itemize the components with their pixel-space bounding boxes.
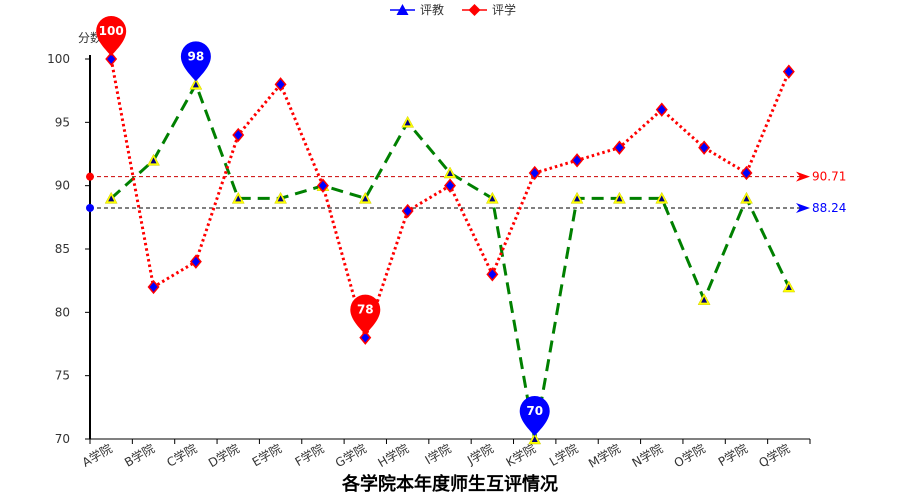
point-triangle-inner <box>743 195 750 202</box>
pin-marker[interactable]: 100 <box>96 16 127 57</box>
x-tick-label: I学院 <box>422 441 453 468</box>
series-lines <box>109 58 791 440</box>
pin-marker[interactable]: 98 <box>180 41 211 82</box>
x-tick-label: H学院 <box>375 441 411 471</box>
point-diamond[interactable] <box>486 267 499 282</box>
y-tick-label: 85 <box>55 242 70 256</box>
x-tick-label: L学院 <box>546 441 580 469</box>
chart-title: 各学院本年度师生互评情况 <box>341 473 558 495</box>
point-diamond[interactable] <box>655 102 668 117</box>
point-triangle-inner <box>616 195 623 202</box>
point-triangle-inner <box>362 195 369 202</box>
x-tick-label: D学院 <box>205 441 241 471</box>
pin-marker[interactable]: 78 <box>350 294 381 335</box>
series-line-1 <box>109 58 791 343</box>
point-diamond[interactable] <box>613 140 626 155</box>
x-tick-label: O学院 <box>671 441 707 471</box>
y-tick-label: 75 <box>55 369 70 383</box>
x-tick-label: B学院 <box>122 441 157 470</box>
legend-item-1[interactable]: 评学 <box>462 2 516 17</box>
legend-label: 评学 <box>492 2 516 17</box>
x-tick-label: P学院 <box>715 441 750 470</box>
point-diamond[interactable] <box>571 153 584 168</box>
point-diamond[interactable] <box>401 203 414 219</box>
point-triangle-inner <box>277 195 284 202</box>
average-start-dot <box>86 203 94 212</box>
x-tick-label: K学院 <box>503 441 538 470</box>
point-triangle-inner <box>531 436 538 442</box>
legend-triangle-icon <box>396 4 409 15</box>
legend-item-0[interactable]: 评教 <box>390 2 444 17</box>
point-triangle-inner <box>235 195 242 202</box>
pin-marker[interactable]: 70 <box>519 396 550 436</box>
x-tick-label: G学院 <box>332 441 368 471</box>
x-tick-label: A学院 <box>79 441 114 470</box>
point-triangle-inner <box>404 119 411 126</box>
point-diamond[interactable] <box>782 64 795 79</box>
y-tick-label: 90 <box>55 179 70 193</box>
average-line-1: 90.71 <box>86 170 846 184</box>
y-tick-label: 80 <box>55 305 70 319</box>
y-tick-label: 100 <box>47 52 70 66</box>
point-diamond[interactable] <box>359 330 372 345</box>
point-triangle-inner <box>489 195 496 202</box>
point-triangle-inner <box>192 81 199 88</box>
point-diamond[interactable] <box>444 178 456 193</box>
pin-icon <box>96 16 127 57</box>
pins: 98 70 100 78 <box>96 16 550 436</box>
point-diamond[interactable] <box>105 51 118 67</box>
point-triangle-inner <box>658 195 665 202</box>
markers <box>104 51 796 445</box>
pin-label: 70 <box>526 404 543 418</box>
x-tick-label: J学院 <box>464 441 496 468</box>
average-lines: 88.24 90.71 <box>86 170 846 215</box>
point-diamond[interactable] <box>698 140 711 155</box>
point-triangle-inner <box>574 195 581 202</box>
point-triangle-inner <box>785 284 792 290</box>
point-triangle-inner <box>701 296 708 303</box>
pin-icon <box>350 294 381 335</box>
average-arrow-icon <box>796 171 810 182</box>
x-tick-label: F学院 <box>292 441 326 469</box>
point-diamond[interactable] <box>316 178 329 193</box>
pin-label: 98 <box>188 49 205 63</box>
legend: 评教 评学 <box>390 2 516 17</box>
average-label: 90.71 <box>812 170 846 184</box>
point-diamond[interactable] <box>147 279 160 295</box>
point-triangle-inner <box>150 157 157 164</box>
legend-diamond-icon <box>468 4 481 16</box>
x-tick-label: M学院 <box>586 441 623 471</box>
y-tick-label: 70 <box>55 432 70 446</box>
legend-label: 评教 <box>420 2 444 17</box>
point-triangle-inner <box>447 170 453 176</box>
point-diamond[interactable] <box>528 165 541 181</box>
point-triangle-inner <box>108 195 115 202</box>
average-label: 88.24 <box>812 201 846 215</box>
average-start-dot <box>86 172 94 181</box>
axes: 70 75 80 85 90 95 100 A学院 B学院 C学院 D学院 E学院 F学院 G学院 H学院 I… <box>47 52 811 471</box>
point-diamond[interactable] <box>189 254 202 269</box>
average-arrow-icon <box>796 202 810 213</box>
y-tick-label: 95 <box>55 115 70 129</box>
pin-label: 100 <box>99 24 124 38</box>
series-line-0 <box>110 80 791 440</box>
point-diamond[interactable] <box>232 127 245 143</box>
y-axis-label: 分数 <box>78 30 102 45</box>
point-diamond[interactable] <box>740 165 753 181</box>
pin-label: 78 <box>357 303 374 317</box>
average-line-0: 88.24 <box>86 201 846 215</box>
point-diamond[interactable] <box>274 77 287 92</box>
pin-icon <box>519 396 550 436</box>
x-tick-label: C学院 <box>164 441 200 470</box>
pin-icon <box>180 41 211 82</box>
x-tick-label: Q学院 <box>756 441 792 471</box>
x-tick-label: E学院 <box>249 441 284 470</box>
x-tick-label: N学院 <box>629 441 665 470</box>
